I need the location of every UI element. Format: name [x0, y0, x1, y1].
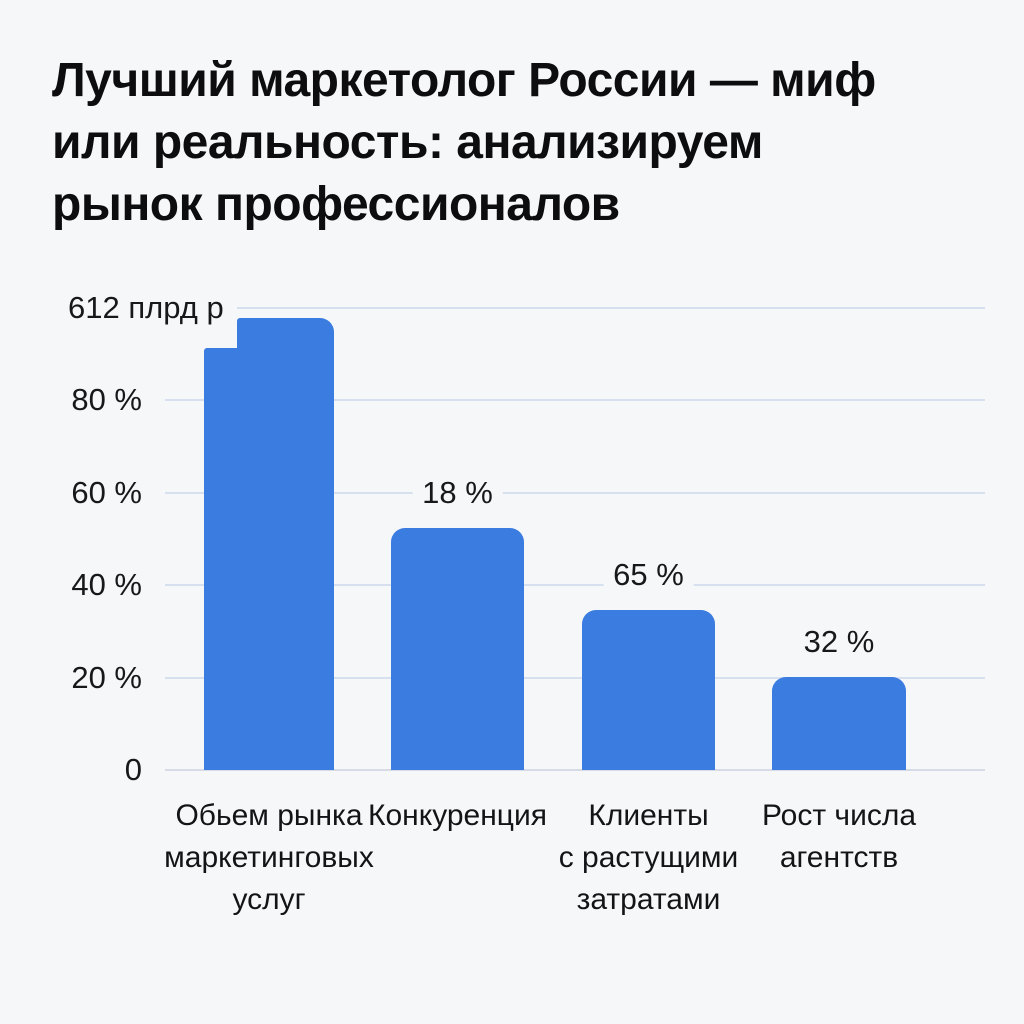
y-axis-tick-60: 60 % — [71, 474, 142, 510]
bar-value-label-4: 32 % — [793, 621, 885, 664]
bar-value-label-1: 612 плрд р — [68, 290, 224, 325]
y-axis-tick-80: 80 % — [71, 382, 142, 418]
gridline-60 — [165, 491, 985, 494]
plot-area — [165, 307, 985, 771]
bar-4 — [772, 677, 906, 770]
gridline-0 — [165, 769, 985, 771]
category-label-3: Клиенты с растущими затратами — [509, 795, 789, 921]
page-title-line-2: или реальность: анализируем — [52, 116, 763, 169]
gridline-40 — [165, 584, 985, 587]
gridline-80 — [165, 399, 985, 402]
page-title: Лучший маркетолог России — миф или реаль… — [52, 50, 876, 236]
gridline-100 — [237, 307, 985, 309]
y-axis-tick-0: 0 — [124, 752, 142, 787]
category-label-line: маркетинговых — [164, 841, 374, 874]
y-axis-tick-20: 20 % — [71, 659, 142, 695]
bar-value-label-3: 65 % — [603, 554, 694, 597]
bar-1-notch-left — [204, 348, 237, 770]
bar-value-label-2: 18 % — [412, 471, 503, 514]
page-title-line-1: Лучший маркетолог России — миф — [52, 54, 876, 107]
bar-3 — [582, 610, 715, 770]
bar-2 — [391, 527, 524, 770]
category-label-line: услуг — [232, 883, 306, 916]
gridline-20 — [165, 676, 985, 679]
category-label-2: Конкуренция — [318, 795, 598, 837]
category-label-line: Конкуренция — [368, 799, 547, 832]
bar-1 — [237, 318, 334, 770]
y-axis-tick-40: 40 % — [71, 567, 142, 603]
category-label-line: Клиенты — [588, 799, 709, 832]
category-label-1: Обьем рынка маркетинговых услуг — [129, 795, 409, 921]
page-title-line-3: рынок профессионалов — [52, 178, 620, 231]
category-label-line: с растущими — [558, 841, 739, 874]
category-label-4: Рост числа агентств — [699, 795, 979, 879]
category-label-line: Рост числа — [761, 799, 917, 832]
category-label-line: агентств — [779, 841, 899, 874]
category-label-line: Обьем рынка — [175, 799, 363, 832]
category-label-line: затратами — [576, 883, 721, 916]
